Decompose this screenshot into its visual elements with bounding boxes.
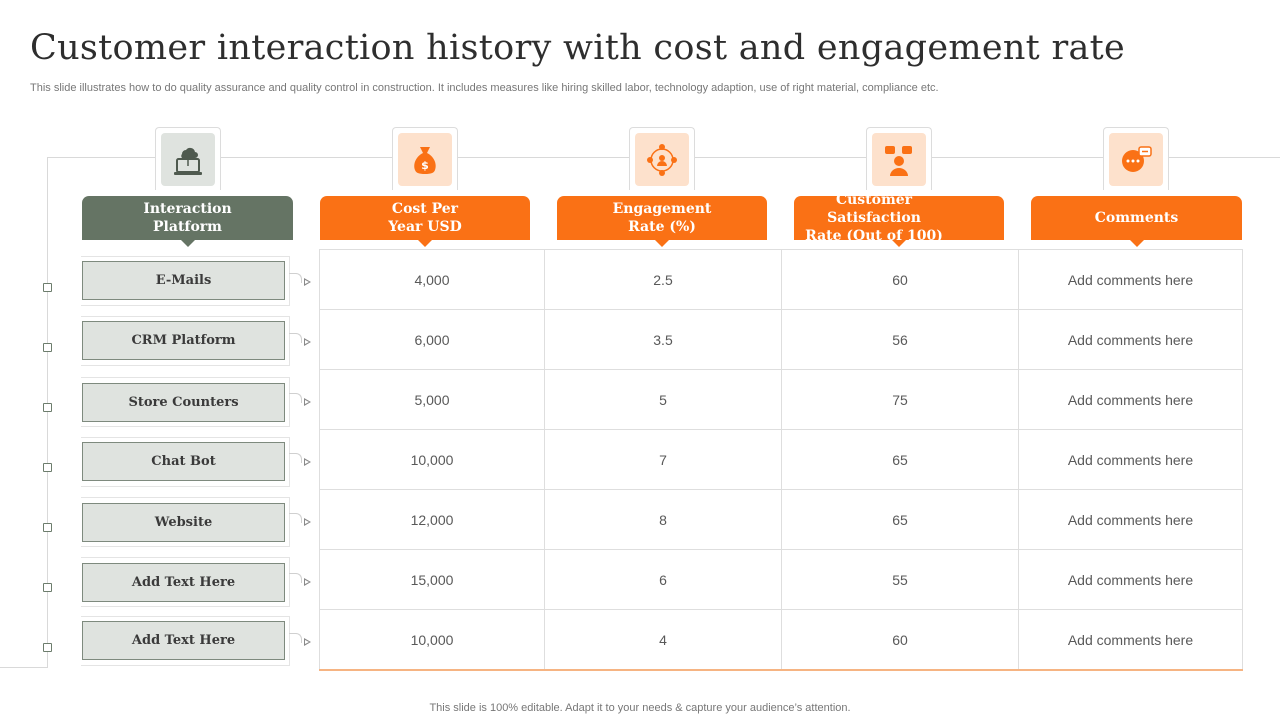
row-arrow-icon	[304, 458, 311, 466]
platform-cell: Store Counters	[82, 383, 285, 422]
row-bullet	[43, 463, 52, 472]
svg-text:$: $	[421, 159, 429, 172]
chat-bubbles-icon	[1109, 133, 1163, 186]
header-engagement-line-2: Rate (%)	[628, 219, 696, 235]
row-connector	[289, 453, 302, 463]
money-bag-icon: $	[398, 133, 452, 186]
table-row: 10,000 7 65 Add comments here	[319, 429, 1243, 490]
table-row: 15,000 6 55 Add comments here	[319, 549, 1243, 610]
satisfaction-cell: 65	[781, 489, 1019, 550]
engagement-cell: 8	[544, 489, 782, 550]
row-arrow-icon	[304, 338, 311, 346]
footer-note: This slide is 100% editable. Adapt it to…	[429, 702, 851, 714]
row-bullet	[43, 523, 52, 532]
row-bullet	[43, 403, 52, 412]
comment-cell[interactable]: Add comments here	[1018, 369, 1243, 430]
table-row: 4,000 2.5 60 Add comments here	[319, 249, 1243, 310]
header-interaction-platform: Interaction Platform	[82, 196, 293, 247]
comment-cell[interactable]: Add comments here	[1018, 309, 1243, 370]
row-arrow-icon	[304, 278, 311, 286]
header-engagement-rate: Engagement Rate (%)	[557, 196, 767, 247]
icon-tab-cost: $	[392, 127, 458, 190]
comment-cell[interactable]: Add comments here	[1018, 609, 1243, 671]
row-bullet	[43, 583, 52, 592]
table-row: 6,000 3.5 56 Add comments here	[319, 309, 1243, 370]
comment-cell[interactable]: Add comments here	[1018, 429, 1243, 490]
page-subtitle: This slide illustrates how to do quality…	[30, 82, 939, 94]
row-bullet	[43, 283, 52, 292]
page-title: Customer interaction history with cost a…	[30, 28, 1126, 68]
data-table: 4,000 2.5 60 Add comments here 6,000 3.5…	[319, 249, 1243, 671]
header-comments: Comments	[1031, 196, 1242, 247]
cost-cell: 12,000	[319, 489, 545, 550]
comment-cell[interactable]: Add comments here	[1018, 549, 1243, 610]
row-connector	[289, 513, 302, 523]
table-row: 12,000 8 65 Add comments here	[319, 489, 1243, 550]
satisfaction-cell: 60	[781, 249, 1019, 310]
header-comments-label: Comments	[1094, 210, 1179, 226]
row-connector	[289, 573, 302, 583]
icon-tab-platform	[155, 127, 221, 190]
satisfaction-cell: 60	[781, 609, 1019, 671]
row-connector	[289, 633, 302, 643]
customer-feedback-icon	[872, 133, 926, 186]
header-satisfaction-line-2: Rate (Out of 100)	[805, 228, 943, 244]
engagement-cell: 5	[544, 369, 782, 430]
satisfaction-cell: 56	[781, 309, 1019, 370]
cost-cell: 5,000	[319, 369, 545, 430]
platform-cell: Chat Bot	[82, 442, 285, 481]
header-customer-satisfaction: Customer Satisfaction Rate (Out of 100)	[794, 192, 1004, 247]
row-bullet	[43, 343, 52, 352]
cost-cell: 6,000	[319, 309, 545, 370]
table-row: 5,000 5 75 Add comments here	[319, 369, 1243, 430]
cost-cell: 15,000	[319, 549, 545, 610]
comment-cell[interactable]: Add comments here	[1018, 249, 1243, 310]
row-arrow-icon	[304, 578, 311, 586]
left-connector-line	[47, 157, 48, 667]
row-arrow-icon	[304, 398, 311, 406]
row-connector	[289, 393, 302, 403]
icon-tab-comments	[1103, 127, 1169, 190]
icon-tab-satisfaction	[866, 127, 932, 190]
header-cost-line-2: Year USD	[388, 219, 462, 235]
platform-cell: CRM Platform	[82, 321, 285, 360]
cost-cell: 4,000	[319, 249, 545, 310]
engagement-cell: 3.5	[544, 309, 782, 370]
satisfaction-cell: 55	[781, 549, 1019, 610]
header-platform-line-2: Platform	[153, 219, 222, 235]
satisfaction-cell: 65	[781, 429, 1019, 490]
cost-cell: 10,000	[319, 429, 545, 490]
header-cost-line-1: Cost Per	[391, 201, 459, 217]
comment-cell[interactable]: Add comments here	[1018, 489, 1243, 550]
engagement-cell: 6	[544, 549, 782, 610]
table-row: 10,000 4 60 Add comments here	[319, 609, 1243, 671]
row-arrow-icon	[304, 638, 311, 646]
bottom-left-connector-line	[0, 667, 48, 668]
engagement-cell: 7	[544, 429, 782, 490]
platform-cell: Website	[82, 503, 285, 542]
engagement-cell: 2.5	[544, 249, 782, 310]
header-cost-per-year: Cost Per Year USD	[320, 196, 530, 247]
engagement-cell: 4	[544, 609, 782, 671]
row-arrow-icon	[304, 518, 311, 526]
header-platform-line-1: Interaction	[143, 201, 232, 217]
satisfaction-cell: 75	[781, 369, 1019, 430]
header-satisfaction-line-1: Customer Satisfaction	[827, 192, 921, 226]
people-network-icon	[635, 133, 689, 186]
cloud-computer-icon	[161, 133, 215, 186]
icon-tab-engagement	[629, 127, 695, 190]
platform-cell: E-Mails	[82, 261, 285, 300]
platform-cell: Add Text Here	[82, 621, 285, 660]
header-engagement-line-1: Engagement	[612, 201, 712, 217]
platform-cell: Add Text Here	[82, 563, 285, 602]
row-connector	[289, 273, 302, 283]
cost-cell: 10,000	[319, 609, 545, 671]
row-bullet	[43, 643, 52, 652]
row-connector	[289, 333, 302, 343]
